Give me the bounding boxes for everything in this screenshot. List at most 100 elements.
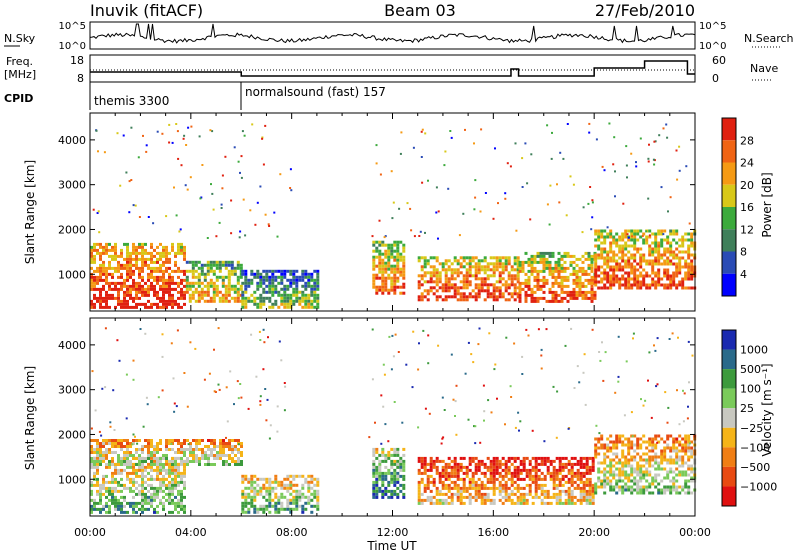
velocity-cell bbox=[310, 510, 314, 514]
power-cell bbox=[239, 266, 243, 270]
power-cell bbox=[527, 275, 531, 279]
velocity-cell bbox=[639, 473, 643, 477]
velocity-cell bbox=[591, 459, 595, 463]
velocity-cell bbox=[597, 476, 601, 480]
velocity-cell bbox=[687, 488, 691, 492]
power-cell bbox=[274, 275, 278, 279]
velocity-cell bbox=[609, 434, 613, 438]
velocity-cell bbox=[126, 474, 129, 478]
velocity-cell bbox=[522, 468, 526, 472]
power-cell bbox=[548, 287, 552, 291]
velocity-cell bbox=[651, 437, 655, 441]
velocity-cell bbox=[426, 462, 430, 466]
velocity-cell bbox=[615, 440, 619, 444]
power-cell bbox=[550, 157, 553, 160]
velocity-colorbar-tick-label: 500 bbox=[740, 363, 761, 376]
velocity-cell bbox=[147, 454, 150, 457]
velocity-cell bbox=[375, 474, 379, 478]
velocity-cell bbox=[516, 465, 520, 469]
power-cell bbox=[593, 296, 597, 300]
power-cell bbox=[612, 274, 616, 278]
power-cell bbox=[539, 257, 543, 261]
power-cell bbox=[259, 284, 263, 288]
power-cell bbox=[501, 268, 505, 272]
power-cell bbox=[237, 160, 240, 163]
velocity-cell bbox=[429, 489, 433, 493]
power-cell bbox=[615, 262, 619, 266]
velocity-cell bbox=[630, 479, 634, 483]
velocity-cell bbox=[609, 470, 613, 474]
noise-panel-frame bbox=[89, 21, 696, 50]
power-cell bbox=[147, 290, 150, 294]
velocity-cell bbox=[444, 486, 448, 490]
power-cell bbox=[427, 179, 429, 182]
power-cell bbox=[687, 256, 691, 260]
power-cell bbox=[162, 284, 165, 288]
velocity-cell bbox=[138, 492, 141, 496]
velocity-cell bbox=[495, 459, 499, 463]
velocity-cell bbox=[582, 492, 586, 496]
velocity-cell bbox=[111, 439, 114, 442]
velocity-cell bbox=[531, 429, 534, 432]
velocity-cell bbox=[381, 483, 385, 487]
power-cell bbox=[387, 267, 391, 271]
velocity-cell bbox=[295, 504, 299, 508]
velocity-cell bbox=[132, 480, 135, 484]
power-cell bbox=[687, 271, 691, 275]
power-cell bbox=[307, 293, 311, 297]
power-cell bbox=[492, 286, 496, 290]
power-cell bbox=[185, 269, 189, 273]
velocity-cell bbox=[480, 495, 484, 499]
velocity-cell bbox=[609, 458, 613, 462]
velocity-cell bbox=[405, 363, 408, 366]
power-cell bbox=[645, 238, 649, 242]
power-cell bbox=[218, 263, 222, 267]
velocity-cell bbox=[150, 474, 153, 478]
velocity-cell bbox=[145, 396, 148, 399]
velocity-cell bbox=[237, 443, 240, 446]
velocity-cell bbox=[675, 488, 679, 492]
velocity-cell bbox=[138, 507, 141, 511]
power-cell bbox=[174, 251, 177, 255]
velocity-cell bbox=[234, 448, 237, 451]
velocity-cell bbox=[274, 501, 278, 505]
power-cell bbox=[504, 262, 508, 266]
velocity-cell bbox=[579, 477, 583, 481]
power-cell bbox=[93, 257, 96, 261]
velocity-cell bbox=[639, 458, 643, 462]
power-cell bbox=[648, 247, 652, 251]
power-cell bbox=[560, 281, 564, 285]
velocity-cell bbox=[387, 489, 391, 493]
power-cell bbox=[459, 262, 463, 266]
velocity-cell bbox=[156, 474, 159, 478]
power-cell bbox=[507, 283, 511, 287]
power-cell bbox=[396, 261, 400, 265]
power-cell bbox=[557, 284, 561, 288]
velocity-cell bbox=[591, 328, 594, 331]
power-cell bbox=[609, 259, 613, 263]
velocity-cell bbox=[180, 489, 183, 493]
velocity-cell bbox=[368, 436, 371, 439]
velocity-cell bbox=[642, 458, 646, 462]
power-cell bbox=[666, 268, 670, 272]
velocity-cell bbox=[259, 477, 263, 481]
power-cell bbox=[99, 251, 102, 255]
velocity-cell bbox=[183, 486, 186, 490]
velocity-cell bbox=[576, 483, 580, 487]
velocity-cell bbox=[618, 476, 622, 480]
velocity-cell bbox=[298, 504, 302, 508]
power-cell bbox=[224, 260, 228, 264]
power-cell bbox=[123, 266, 126, 270]
velocity-cell bbox=[669, 479, 673, 483]
velocity-cell bbox=[390, 471, 394, 475]
power-cell bbox=[542, 281, 546, 285]
power-cell bbox=[435, 256, 439, 260]
velocity-cell bbox=[588, 483, 592, 487]
power-cell bbox=[612, 283, 616, 287]
power-cell bbox=[581, 269, 585, 273]
power-cell bbox=[636, 247, 640, 251]
velocity-cell bbox=[507, 471, 511, 475]
power-cell bbox=[283, 275, 287, 279]
power-cell bbox=[533, 290, 537, 294]
velocity-cell bbox=[627, 488, 631, 492]
